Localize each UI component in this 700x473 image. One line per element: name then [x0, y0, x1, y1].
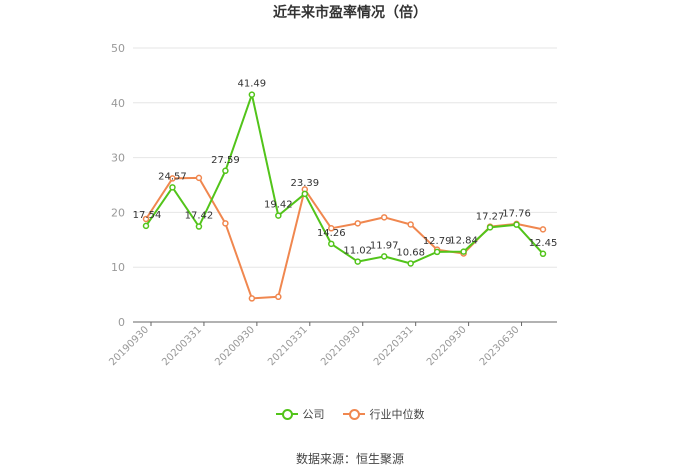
y-tick-label: 0: [118, 316, 125, 329]
data-point-company: [433, 248, 441, 256]
data-point-company: [380, 253, 388, 260]
data-point-company: [513, 221, 520, 228]
source-note: 数据来源：恒生聚源: [295, 452, 404, 466]
data-label: 11.97: [370, 240, 399, 251]
data-point-industry-median: [407, 221, 414, 228]
legend-label-company: 公司: [302, 408, 325, 421]
data-label: 10.68: [396, 247, 425, 258]
data-point-company: [460, 248, 467, 255]
data-point-company: [169, 184, 176, 191]
data-label: 17.76: [502, 209, 531, 220]
legend-item-company[interactable]: 公司: [275, 406, 325, 422]
legend-label-industry-median: 行业中位数: [369, 408, 425, 421]
data-label: 12.79: [423, 236, 452, 247]
data-label: 41.49: [238, 79, 267, 90]
data-label: 12.84: [449, 236, 478, 247]
data-point-company: [328, 240, 335, 248]
data-point-industry-median: [222, 220, 229, 227]
y-tick-label: 20: [111, 206, 125, 219]
data-point-industry-median: [380, 214, 388, 221]
x-tick-label: 20190930: [107, 324, 151, 368]
legend-item-industry-median[interactable]: 行业中位数: [342, 406, 425, 422]
data-point-company: [195, 223, 203, 230]
legend: 公司 行业中位数: [0, 406, 700, 422]
x-tick-label: 20200331: [160, 324, 204, 368]
y-tick-label: 50: [111, 42, 125, 55]
data-label: 11.02: [343, 246, 372, 257]
data-point-industry-median: [248, 295, 256, 302]
data-point-company: [222, 167, 229, 175]
data-point-company: [275, 212, 282, 219]
y-tick-label: 40: [111, 97, 125, 110]
data-label: 14.26: [317, 228, 346, 239]
data-point-company: [142, 222, 150, 230]
series-line-company: [145, 93, 544, 265]
data-label: 24.57: [158, 171, 187, 182]
x-tick-label: 20200930: [213, 324, 257, 368]
data-point-industry-median: [328, 225, 335, 232]
y-tick-label: 30: [111, 152, 125, 165]
data-point-company: [301, 190, 309, 198]
data-point-industry-median: [195, 174, 203, 182]
data-label: 27.59: [211, 155, 240, 166]
x-tick-label: 20210930: [319, 324, 363, 368]
chart-title: 近年来市盈率情况（倍）: [273, 5, 427, 21]
data-point-company: [486, 224, 494, 231]
x-tick-label: 20220331: [372, 324, 416, 368]
data-point-industry-median: [275, 293, 282, 301]
data-label: 19.42: [264, 200, 293, 211]
legend-swatch-industry-median: [342, 409, 365, 420]
data-label: 17.42: [185, 211, 214, 222]
data-label: 17.54: [133, 210, 162, 221]
data-point-industry-median: [539, 226, 547, 233]
data-label: 12.45: [529, 238, 558, 249]
data-point-industry-median: [354, 220, 361, 227]
data-label: 17.27: [476, 211, 505, 222]
data-point-company: [354, 258, 361, 265]
y-tick-label: 10: [111, 261, 125, 274]
legend-swatch-company: [275, 409, 298, 420]
x-tick-label: 20220930: [425, 324, 469, 368]
data-label: 23.39: [290, 178, 319, 189]
data-point-company: [407, 260, 414, 267]
x-tick-label: 20230630: [478, 324, 522, 368]
data-point-company: [539, 250, 547, 258]
x-tick-label: 20210331: [266, 324, 310, 368]
data-point-industry-median: [169, 175, 176, 182]
data-point-industry-median: [142, 215, 150, 223]
data-point-company: [248, 91, 256, 98]
